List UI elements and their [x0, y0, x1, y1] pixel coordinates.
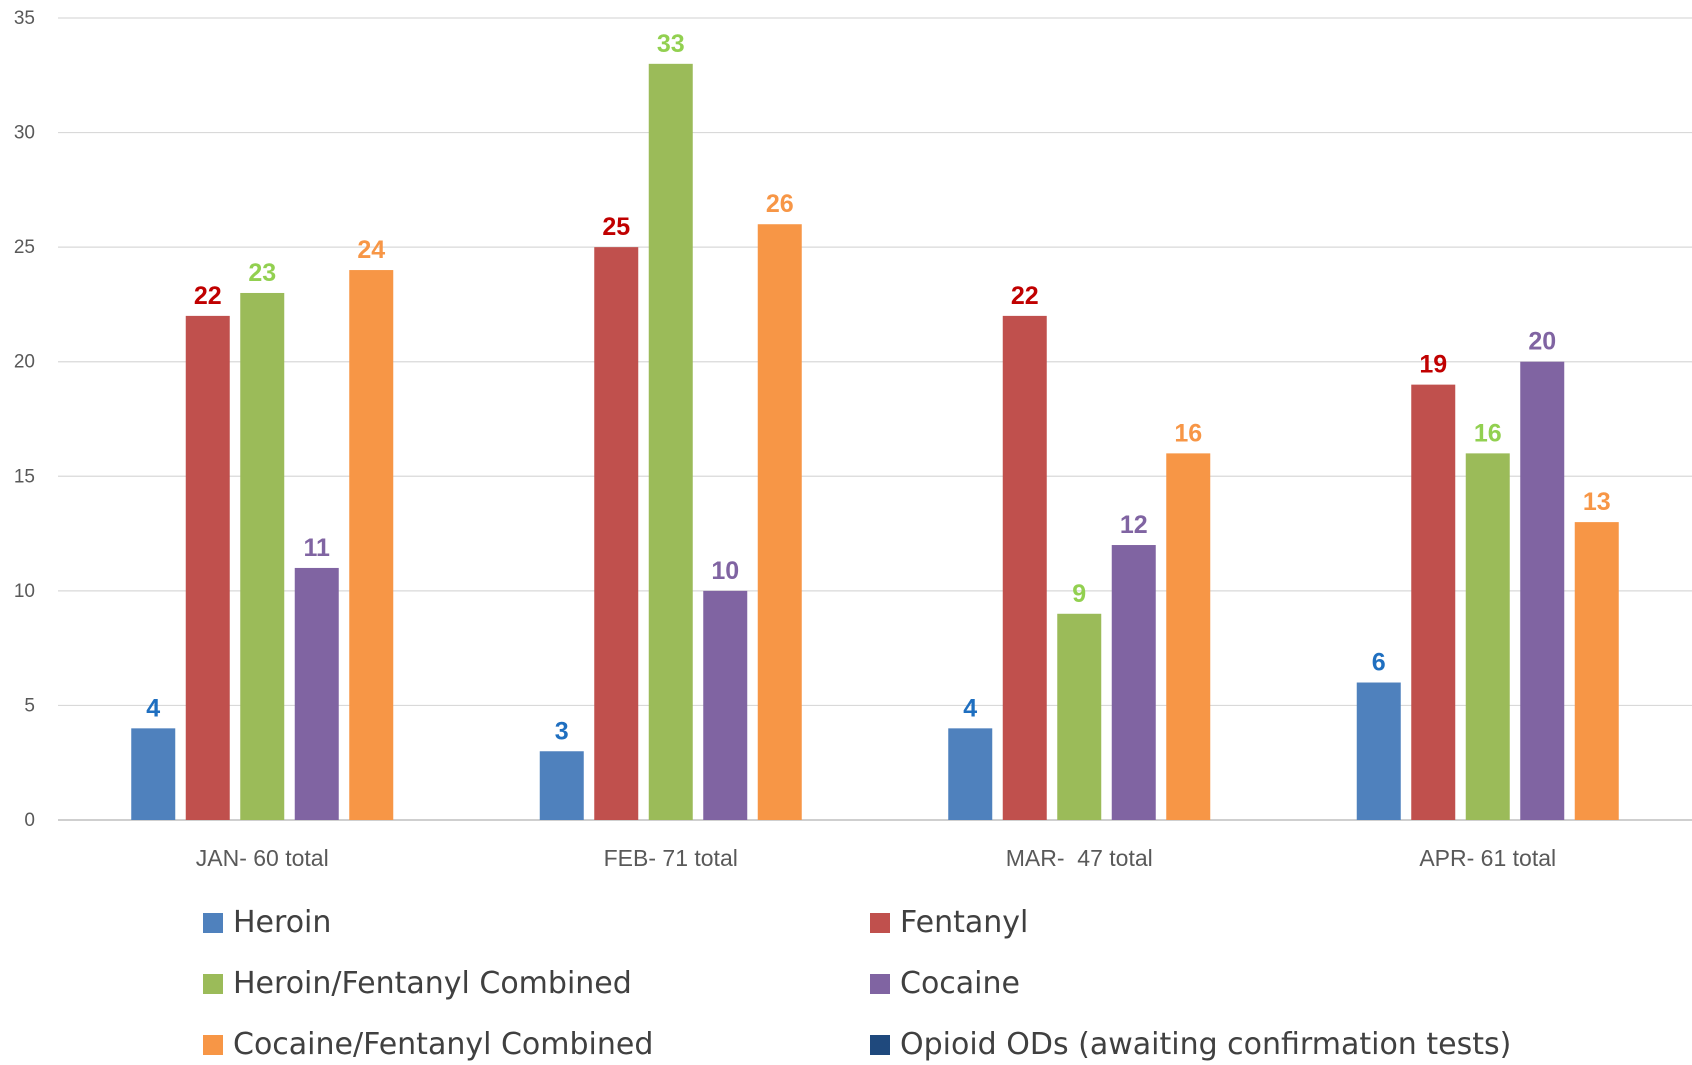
- bar: [1465, 453, 1510, 820]
- bar: [703, 590, 748, 820]
- data-label: 4: [146, 694, 160, 722]
- data-label: 24: [357, 236, 385, 264]
- data-label: 26: [766, 190, 794, 218]
- data-label: 20: [1528, 328, 1556, 356]
- bar: [294, 567, 339, 820]
- data-label: 16: [1474, 419, 1502, 447]
- bar: [1520, 361, 1565, 820]
- data-label: 3: [555, 717, 569, 745]
- data-label: 12: [1120, 511, 1148, 539]
- bar: [1057, 613, 1102, 820]
- y-tick-label: 20: [14, 352, 35, 373]
- y-tick-label: 0: [24, 810, 35, 831]
- data-label: 11: [304, 534, 331, 562]
- data-label: 16: [1174, 419, 1202, 447]
- bar: [594, 247, 639, 821]
- bar: [185, 315, 230, 820]
- data-label: 10: [711, 557, 739, 585]
- data-labels: 4 22 23 11 24 3 25 33 10 26 4 22 9 12 16 6 19 16 20 13: [146, 30, 1610, 745]
- x-category-label: JAN- 60 total: [196, 845, 329, 871]
- bar: [648, 63, 693, 821]
- y-axis-ticks: 0 5 10 15 20 25 30 35: [14, 8, 35, 831]
- data-label: 22: [194, 282, 222, 310]
- data-label: 4: [963, 694, 977, 722]
- bar: [539, 751, 584, 820]
- data-label: 19: [1419, 351, 1447, 379]
- bar: [1002, 315, 1047, 820]
- data-label: 13: [1583, 488, 1611, 516]
- y-tick-label: 5: [24, 695, 35, 716]
- bar: [131, 728, 176, 820]
- y-tick-label: 35: [14, 8, 35, 29]
- y-tick-label: 25: [14, 237, 35, 258]
- bar: [240, 292, 285, 820]
- bars: [131, 63, 1619, 821]
- bar: [349, 270, 394, 820]
- data-label: 9: [1072, 580, 1086, 608]
- x-category-label: FEB- 71 total: [604, 845, 738, 871]
- x-category-label: MAR- 47 total: [1006, 845, 1153, 871]
- bar: [1356, 682, 1401, 820]
- bar: [1574, 522, 1619, 820]
- bar: [1111, 545, 1156, 820]
- data-label: 6: [1372, 649, 1386, 677]
- x-category-label: APR- 61 total: [1419, 845, 1556, 871]
- bar: [1411, 384, 1456, 820]
- bar: [948, 728, 993, 820]
- y-tick-label: 10: [14, 581, 35, 602]
- bar: [1166, 453, 1211, 820]
- bar: [757, 224, 802, 820]
- data-label: 25: [602, 213, 630, 241]
- data-label: 22: [1011, 282, 1039, 310]
- data-label: 23: [248, 259, 276, 287]
- y-tick-label: 30: [14, 123, 35, 144]
- x-axis-categories: JAN- 60 total FEB- 71 total MAR- 47 total A…: [196, 845, 1556, 871]
- y-tick-label: 15: [14, 466, 35, 487]
- data-label: 33: [657, 30, 685, 58]
